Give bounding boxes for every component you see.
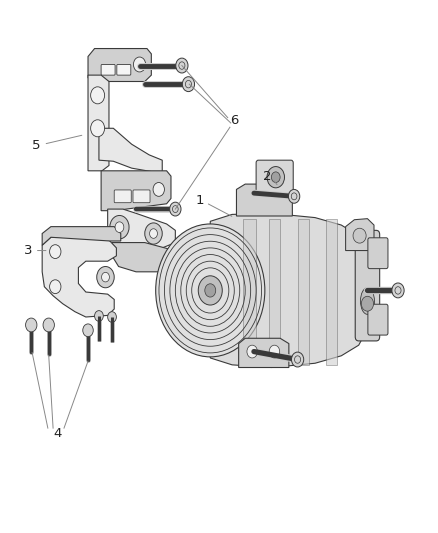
FancyBboxPatch shape [256, 160, 293, 195]
Polygon shape [42, 237, 117, 317]
Circle shape [134, 57, 146, 72]
Circle shape [247, 345, 258, 358]
Circle shape [110, 215, 129, 239]
Polygon shape [101, 171, 171, 211]
FancyBboxPatch shape [368, 304, 388, 335]
Circle shape [150, 229, 157, 238]
FancyBboxPatch shape [117, 64, 131, 75]
Circle shape [205, 284, 216, 297]
Circle shape [49, 280, 61, 294]
Circle shape [291, 352, 304, 367]
Circle shape [361, 296, 374, 311]
Text: 4: 4 [53, 427, 62, 440]
Text: 2: 2 [263, 169, 271, 183]
Circle shape [170, 202, 181, 216]
Circle shape [43, 318, 54, 332]
Circle shape [102, 272, 110, 282]
Ellipse shape [353, 228, 366, 243]
Circle shape [95, 311, 103, 321]
Text: 1: 1 [195, 193, 204, 207]
Circle shape [91, 87, 105, 104]
Circle shape [182, 77, 194, 92]
Polygon shape [237, 184, 292, 216]
Circle shape [97, 266, 114, 288]
Circle shape [269, 345, 280, 358]
Circle shape [267, 166, 285, 188]
Circle shape [115, 222, 124, 232]
FancyBboxPatch shape [297, 219, 308, 365]
Polygon shape [99, 128, 162, 173]
Circle shape [288, 189, 300, 203]
Circle shape [153, 182, 164, 196]
Text: 5: 5 [32, 139, 41, 152]
Circle shape [176, 58, 188, 73]
FancyBboxPatch shape [368, 238, 388, 269]
FancyBboxPatch shape [269, 219, 280, 365]
Polygon shape [210, 213, 365, 368]
FancyBboxPatch shape [133, 190, 150, 203]
Polygon shape [42, 227, 121, 245]
FancyBboxPatch shape [243, 219, 256, 365]
FancyBboxPatch shape [326, 219, 337, 365]
Circle shape [145, 223, 162, 244]
Polygon shape [239, 338, 289, 368]
Circle shape [108, 312, 117, 322]
Polygon shape [88, 75, 109, 171]
Circle shape [83, 324, 93, 337]
Circle shape [49, 245, 61, 259]
Circle shape [392, 283, 404, 298]
Polygon shape [88, 49, 151, 82]
FancyBboxPatch shape [101, 64, 115, 75]
Text: 6: 6 [230, 114, 238, 127]
Polygon shape [112, 243, 177, 272]
Circle shape [198, 276, 222, 305]
Circle shape [91, 120, 105, 137]
Circle shape [272, 172, 280, 182]
Polygon shape [346, 219, 374, 251]
FancyBboxPatch shape [114, 190, 131, 203]
FancyBboxPatch shape [355, 230, 380, 341]
Circle shape [25, 318, 37, 332]
Polygon shape [108, 209, 175, 248]
Text: 3: 3 [24, 244, 32, 257]
Ellipse shape [360, 288, 374, 314]
Circle shape [155, 224, 265, 357]
